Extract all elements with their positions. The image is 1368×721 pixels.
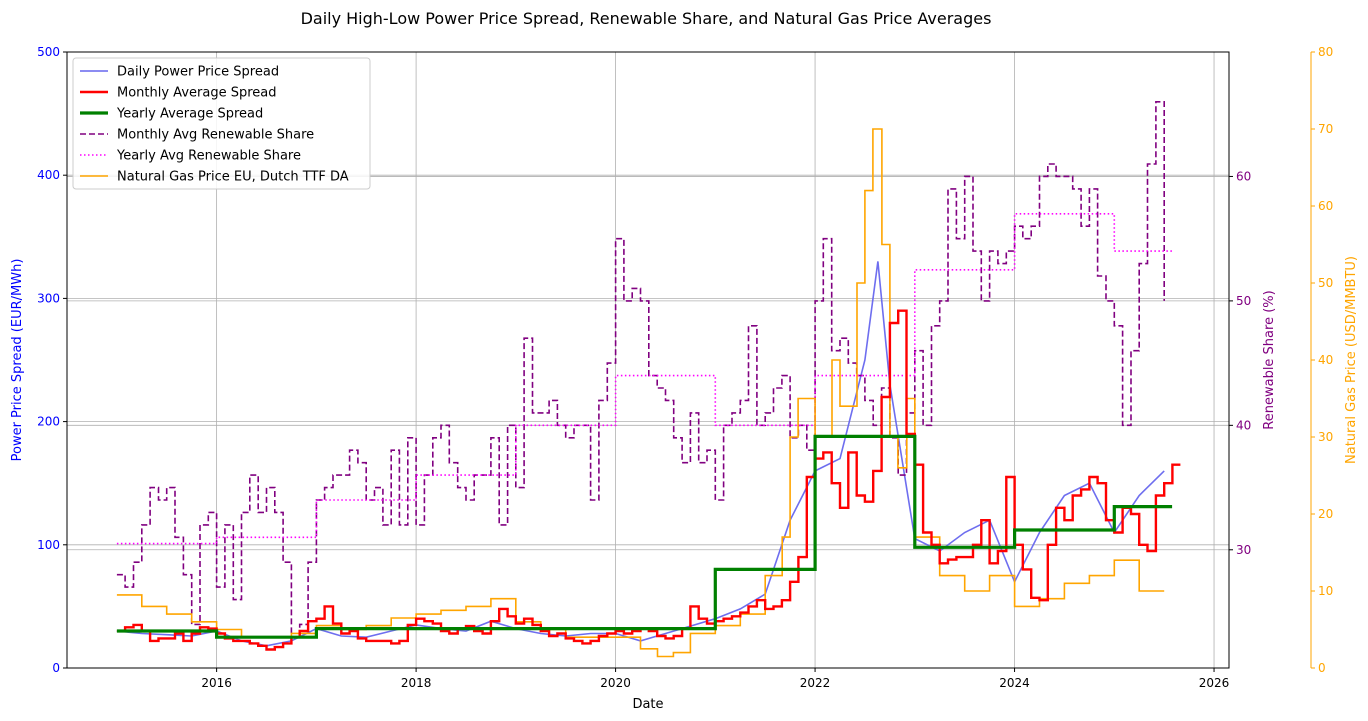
legend: Daily Power Price Spread Monthly Average … (72, 57, 371, 190)
x-axis: 2016 2018 2020 2022 2024 2026 (201, 668, 1229, 690)
right-tick-label: 60 (1236, 169, 1251, 183)
x-tick-label: 2024 (999, 676, 1030, 690)
legend-entry-3: Monthly Avg Renewable Share (117, 128, 314, 143)
x-tick-label: 2022 (800, 676, 831, 690)
right2-tick-label: 10 (1318, 584, 1333, 598)
right-axis-label: Renewable Share (%) (1262, 290, 1277, 429)
series-line-1 (116, 309, 1181, 651)
x-tick-label: 2018 (401, 676, 432, 690)
left-tick-label: 100 (37, 538, 60, 552)
right-tick-label: 30 (1236, 543, 1251, 557)
right2-axis: 0 10 20 30 40 50 60 70 80 (1311, 45, 1333, 675)
chart-title: Daily High-Low Power Price Spread, Renew… (301, 9, 992, 28)
legend-entry-4: Yearly Avg Renewable Share (116, 149, 301, 164)
x-tick-label: 2020 (600, 676, 631, 690)
right2-tick-label: 80 (1318, 45, 1333, 59)
x-axis-label: Date (632, 697, 663, 712)
right2-tick-label: 60 (1318, 199, 1333, 213)
legend-entry-5: Natural Gas Price EU, Dutch TTF DA (117, 170, 349, 185)
legend-entry-1: Monthly Average Spread (117, 86, 276, 101)
x-tick-label: 2026 (1199, 676, 1230, 690)
left-tick-label: 500 (37, 45, 60, 59)
right2-tick-label: 50 (1318, 276, 1333, 290)
right2-tick-label: 70 (1318, 122, 1333, 136)
series-line-0 (116, 261, 1165, 647)
left-tick-label: 400 (37, 168, 60, 182)
x-tick-label: 2016 (201, 676, 232, 690)
left-tick-label: 300 (37, 291, 60, 305)
right2-tick-label: 30 (1318, 430, 1333, 444)
series-group (116, 101, 1181, 658)
series-line-4 (116, 213, 1173, 545)
legend-frame (72, 57, 371, 190)
right-tick-label: 50 (1236, 294, 1251, 308)
left-tick-label: 200 (37, 415, 60, 429)
left-axis-label: Power Price Spread (EUR/MWh) (10, 259, 25, 462)
legend-entry-2: Yearly Average Spread (116, 107, 263, 122)
left-tick-label: 0 (52, 661, 60, 675)
right2-axis-label: Natural Gas Price (USD/MMBTU) (1344, 256, 1359, 464)
right2-tick-label: 40 (1318, 353, 1333, 367)
right-axis: 30 40 50 60 (1229, 169, 1251, 557)
plot-frame (66, 51, 1230, 669)
right2-tick-label: 0 (1318, 661, 1326, 675)
series-line-2 (116, 434, 1173, 639)
right2-tick-label: 20 (1318, 507, 1333, 521)
series-line-3 (116, 101, 1165, 638)
left-axis: 0 100 200 300 400 500 (37, 45, 67, 675)
series-line-5 (116, 128, 1165, 658)
legend-entry-0: Daily Power Price Spread (117, 65, 279, 80)
right-tick-label: 40 (1236, 418, 1251, 432)
